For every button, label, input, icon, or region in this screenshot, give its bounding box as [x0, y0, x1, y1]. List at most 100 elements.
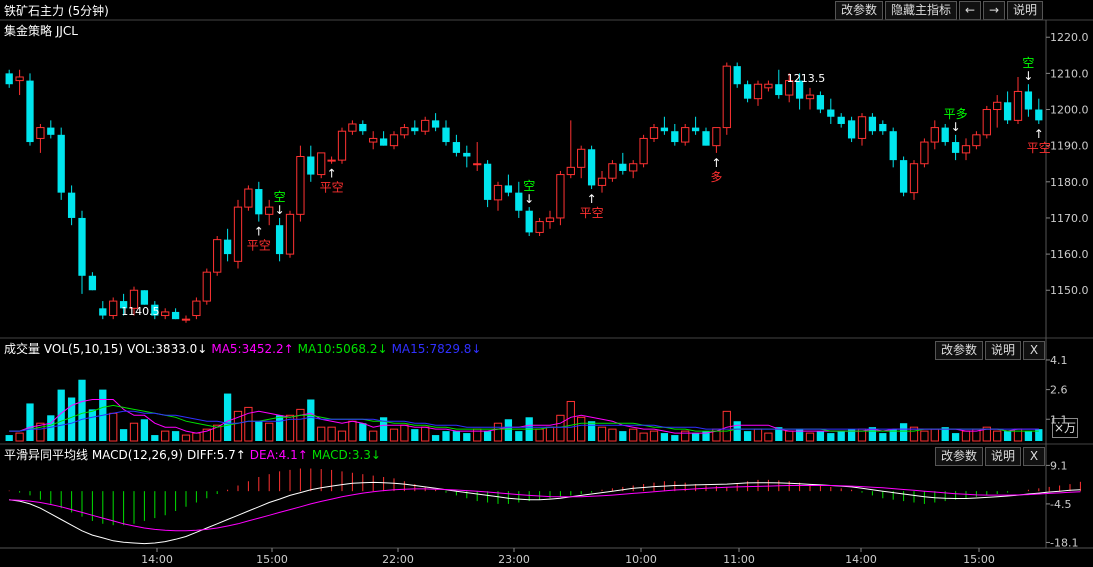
candle-body	[847, 120, 856, 139]
vol-ma10: MA10:5068.2↓	[297, 342, 388, 356]
candle-body	[296, 156, 305, 215]
macd-dea-line	[9, 485, 1081, 532]
volume-bar	[681, 430, 690, 442]
candle-body	[753, 83, 763, 100]
candle-body	[15, 76, 24, 82]
candle-body	[504, 185, 513, 193]
volume-bar	[348, 420, 357, 442]
candle-body	[161, 311, 170, 317]
volume-bar	[795, 429, 804, 441]
vol-change-params-button[interactable]: 改参数	[935, 341, 984, 360]
candle-body	[78, 217, 86, 276]
volume-bar	[275, 415, 284, 441]
volume-bar	[359, 423, 367, 441]
volume-bar	[78, 379, 86, 441]
candle-body	[463, 152, 471, 157]
vol-help-button[interactable]: 说明	[985, 341, 1022, 360]
candle-body	[972, 134, 981, 147]
volume-bar	[597, 426, 607, 442]
volume-bar	[504, 419, 513, 441]
macd-close-button[interactable]: X	[1023, 447, 1046, 466]
volume-bar	[566, 400, 575, 442]
candle-body	[608, 163, 617, 179]
candle-body	[691, 127, 700, 132]
volume-bar	[556, 414, 565, 442]
candle-body	[660, 127, 669, 132]
candle-body	[805, 94, 815, 100]
candle-body	[285, 213, 295, 255]
macd-help-button[interactable]: 说明	[985, 447, 1022, 466]
signal-arrow-down: ↓	[951, 120, 961, 134]
candle-body	[961, 145, 971, 154]
volume-bar	[805, 432, 815, 442]
price-tick-label: 1210.0	[1050, 67, 1089, 80]
candle-body	[379, 138, 388, 146]
title-bar: 铁矿石主力 (5分钟) 改参数 隐藏主指标 ← → 说明	[0, 0, 1093, 20]
vol-value: VOL:3833.0↓	[127, 342, 208, 356]
candle-body	[119, 301, 128, 309]
vol-ma15: MA15:7829.8↓	[391, 342, 482, 356]
candle-body	[213, 239, 222, 273]
candle-body	[88, 275, 97, 291]
volume-bar	[1035, 429, 1043, 441]
macd-label: 平滑异同平均线 MACD(12,26,9)	[4, 448, 183, 462]
candle-body	[993, 101, 1002, 111]
volume-bar	[233, 410, 243, 442]
volume-bar	[899, 423, 908, 441]
volume-bar	[535, 428, 544, 442]
vol-tick-label: 1.1	[1050, 413, 1068, 426]
candle-body	[722, 65, 731, 129]
candle-body	[348, 123, 357, 132]
vol-tick-label: 4.1	[1050, 354, 1068, 367]
signal-label: 平空	[580, 206, 604, 220]
vol-close-button[interactable]: X	[1023, 341, 1046, 360]
candle-body	[327, 159, 336, 162]
candle-body	[712, 127, 721, 147]
candle-body	[202, 271, 211, 302]
macd-diff-line	[9, 481, 1081, 545]
candle-body	[733, 66, 741, 85]
candle-body	[795, 80, 804, 99]
macd-value: MACD:3.3↓	[311, 448, 381, 462]
volume-bar	[515, 431, 523, 441]
candle-body	[1024, 91, 1033, 110]
signal-label: 平多	[944, 107, 968, 121]
macd-change-params-button[interactable]: 改参数	[935, 447, 984, 466]
volume-bar	[639, 432, 648, 442]
volume-bar	[982, 426, 991, 442]
candle-body	[556, 174, 565, 219]
candle-body	[577, 148, 586, 168]
candle-body	[702, 131, 710, 146]
candle-body	[857, 116, 867, 139]
candle-body	[941, 127, 949, 143]
vol-toolbar: 改参数 说明 X	[935, 341, 1046, 360]
candle-body	[337, 130, 347, 161]
candle-body	[140, 290, 149, 305]
price-tick-label: 1170.0	[1050, 212, 1089, 225]
signal-arrow-up: ↑	[711, 156, 721, 170]
volume-bar	[951, 433, 960, 441]
candle-body	[129, 289, 139, 309]
volume-bar	[431, 435, 440, 441]
macd-toolbar: 改参数 说明 X	[935, 447, 1046, 466]
signal-arrow-up: ↑	[587, 192, 597, 206]
macd-dea: DEA:4.1↑	[249, 448, 308, 462]
volume-bar	[691, 433, 700, 441]
volume-bar	[1003, 431, 1012, 441]
candle-body	[566, 166, 575, 176]
candle-body	[515, 192, 523, 211]
candle-body	[442, 127, 450, 143]
volume-bar	[909, 426, 919, 442]
x-tick-label: 23:00	[498, 553, 530, 566]
candle-body	[483, 163, 492, 200]
signal-label: 空	[523, 179, 535, 193]
candle-body	[255, 189, 263, 215]
candle-body	[67, 192, 76, 218]
macd-tick-label: 9.1	[1050, 459, 1068, 472]
signal-label: 空	[274, 190, 286, 204]
volume-bar	[587, 421, 596, 441]
vol-ma10-line	[9, 404, 1039, 432]
volume-bar	[753, 428, 763, 442]
volume-bar	[307, 399, 315, 441]
volume-bar	[743, 431, 752, 441]
